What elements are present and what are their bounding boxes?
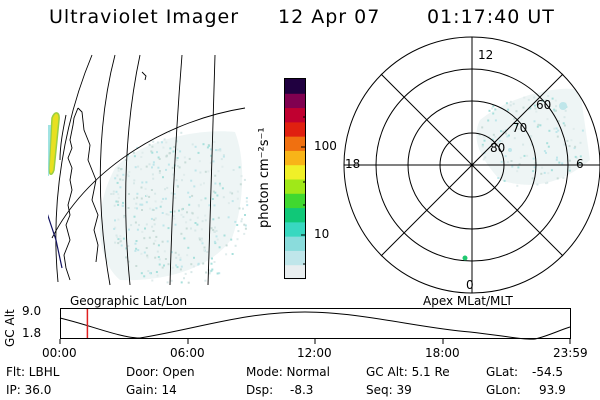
mlt-label-0: 0 (466, 278, 474, 292)
alt-xtick-1200: 12:00 (297, 346, 332, 360)
alt-xtick-0000: 00:00 (42, 346, 77, 360)
colorbar-segment (285, 193, 306, 209)
colorbar-segment (285, 150, 306, 166)
instrument-title: Ultraviolet Imager (49, 6, 240, 28)
geographic-map-label: Geographic Lat/Lon (70, 294, 188, 308)
colorbar-segment (285, 136, 306, 151)
apex-map-label: Apex MLat/MLT (423, 294, 513, 308)
colorbar-tick-10: 10 (314, 227, 330, 241)
mlt-label-18: 18 (345, 157, 361, 171)
lat-lon-grid (51, 54, 246, 286)
mlt-label-6: 6 (576, 157, 584, 171)
glon-value: 93.9 (539, 383, 566, 397)
colorbar-segment (285, 93, 306, 109)
colorbar-segment (285, 121, 306, 137)
alt-xtick-0600: 06:00 (170, 346, 205, 360)
mlat-label-70: 70 (512, 121, 528, 135)
colorbar-segment (285, 207, 306, 223)
seq-status: Seq: 39 (366, 383, 412, 397)
door-status: Door: Open (126, 365, 195, 379)
glat-value: -54.5 (532, 365, 564, 379)
observation-time: 01:17:40 UT (427, 6, 555, 28)
color-scale-bar (284, 78, 306, 280)
colorbar-units-label: photon cm⁻²s⁻¹ (257, 127, 272, 228)
gain-status: Gain: 14 (126, 383, 177, 397)
mlt-label-12: 12 (478, 48, 494, 62)
colorbar-segment (285, 164, 306, 180)
dsp-value: -8.3 (290, 383, 314, 397)
geographic-image (48, 54, 249, 286)
colorbar-segment (285, 179, 306, 194)
auroral-arc (48, 112, 60, 175)
colorbar-segment (285, 107, 306, 123)
colorbar-segment (285, 264, 306, 280)
emission-specks (110, 131, 249, 284)
coastline (63, 107, 99, 281)
altitude-orbit-plot (59, 308, 571, 344)
mlat-label-60: 60 (536, 98, 552, 112)
glat-label: GLat: (486, 365, 519, 379)
colorbar-segment (285, 79, 306, 94)
alt-xtick-1800: 18:00 (425, 346, 460, 360)
ip-status: IP: 36.0 (6, 383, 52, 397)
gc-alt-status: GC Alt: 5.1 Re (366, 365, 450, 379)
colorbar-segment (285, 236, 306, 251)
observation-date: 12 Apr 07 (278, 6, 381, 28)
alt-xtick-2359: 23:59 (553, 346, 588, 360)
colorbar-segment (285, 250, 306, 266)
filter-status: Flt: LBHL (6, 365, 60, 379)
alt-ytick-1.8: 1.8 (22, 326, 42, 340)
colorbar-tick-100: 100 (314, 139, 337, 153)
colorbar-segment (285, 221, 306, 237)
apex-polar-plot (343, 36, 600, 294)
mlat-label-80: 80 (490, 141, 506, 155)
glon-label: GLon: (486, 383, 521, 397)
dsp-label: Dsp: (246, 383, 274, 397)
polar-grid (343, 36, 600, 294)
alt-ylabel: GC Alt (3, 309, 17, 347)
altitude-curve (59, 311, 571, 340)
alt-ytick-9: 9.0 (22, 304, 42, 318)
mode-status: Mode: Normal (246, 365, 330, 379)
